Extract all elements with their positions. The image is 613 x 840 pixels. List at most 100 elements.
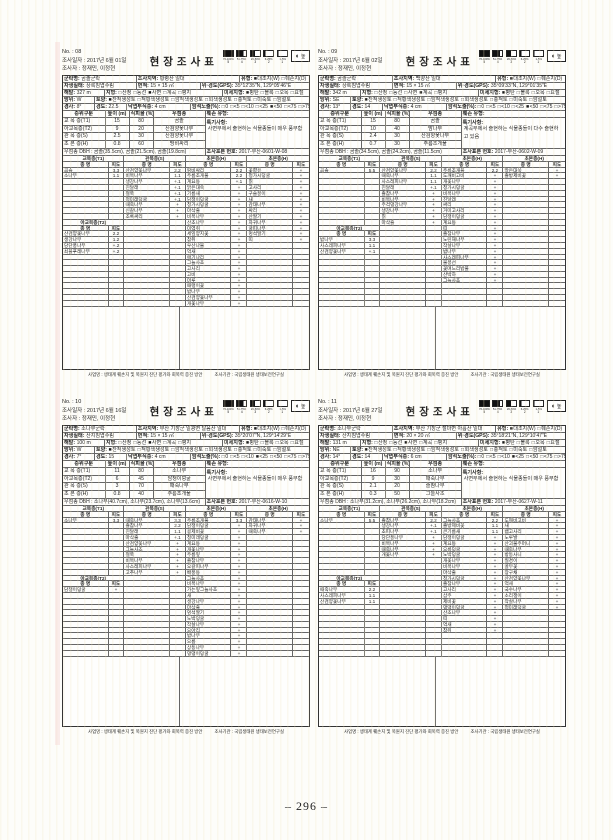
- checkbox-option[interactable]: ■ 사면: [148, 90, 161, 96]
- checkbox-option[interactable]: □ 볼록: [517, 90, 530, 96]
- checkbox-option[interactable]: □ 충적토: [234, 97, 252, 103]
- checkbox-option[interactable]: □ 평지: [434, 90, 447, 96]
- checkbox-option[interactable]: □ 훼손지(D): [282, 426, 307, 432]
- checkbox-option[interactable]: □ <75: [284, 104, 296, 110]
- checkbox-option[interactable]: ■ 대조지(W): [510, 426, 536, 432]
- checkbox-option[interactable]: □ 암적색생성토: [171, 447, 203, 453]
- checkbox-option[interactable]: □ 적황색생성토: [138, 447, 170, 453]
- checkbox-option[interactable]: □ 볼록: [517, 440, 530, 446]
- checkbox-option[interactable]: □ 회색생성토: [205, 97, 232, 103]
- checkbox-option[interactable]: □ 평지: [434, 440, 447, 446]
- checkbox-option[interactable]: □ 계곡: [419, 440, 432, 446]
- checkbox-option[interactable]: □>75: [554, 104, 565, 110]
- checkbox-option[interactable]: □ 암적색생성토: [427, 97, 459, 103]
- checkbox-option[interactable]: □ <5: [230, 454, 239, 460]
- checkbox-option[interactable]: □ 요철: [547, 90, 560, 96]
- checkbox-option[interactable]: ■ 평탄: [502, 90, 515, 96]
- checkbox-option[interactable]: □ 산정: [374, 90, 387, 96]
- checkbox-option[interactable]: ■ 사면: [148, 440, 161, 446]
- checkbox-option[interactable]: □ <5: [486, 454, 495, 460]
- checkbox-option[interactable]: □>75: [554, 454, 565, 460]
- checkbox-option[interactable]: □ 계곡: [163, 90, 176, 96]
- checkbox-option[interactable]: ■ 잔적생성토: [109, 447, 136, 453]
- checkbox-option[interactable]: ■ 대조지(W): [254, 426, 280, 432]
- checkbox-option[interactable]: □ 0: [478, 454, 484, 460]
- checkbox-option[interactable]: □ <10: [498, 454, 510, 460]
- checkbox-option[interactable]: □>75: [298, 104, 309, 110]
- checkbox-option[interactable]: ■ <50: [270, 104, 282, 110]
- checkbox-option[interactable]: □ <5: [230, 104, 239, 110]
- checkbox-option[interactable]: □ 훼손지(D): [538, 76, 563, 82]
- checkbox-option[interactable]: □ 요철: [291, 90, 304, 96]
- checkbox-option[interactable]: □ 충적토: [234, 447, 252, 453]
- checkbox-option[interactable]: □ 미숙토: [510, 447, 528, 453]
- checkbox-option[interactable]: □ 계곡: [163, 440, 176, 446]
- checkbox-option[interactable]: □ 능선: [389, 90, 402, 96]
- checkbox-option[interactable]: □ <5: [486, 104, 495, 110]
- checkbox-option[interactable]: □ 회색생성토: [205, 447, 232, 453]
- checkbox-option[interactable]: □ <25: [256, 104, 268, 110]
- checkbox-option[interactable]: □ 0: [222, 454, 228, 460]
- checkbox-option[interactable]: □ 능선: [133, 90, 146, 96]
- checkbox-option[interactable]: □ 적황색생성토: [138, 97, 170, 103]
- checkbox-option[interactable]: □ 볼록: [261, 90, 274, 96]
- checkbox-option[interactable]: □ 암설토: [273, 447, 291, 453]
- checkbox-option[interactable]: □ 미숙토: [254, 97, 272, 103]
- checkbox-option[interactable]: □ 0: [222, 104, 228, 110]
- checkbox-option[interactable]: □ <75: [284, 454, 296, 460]
- checkbox-option[interactable]: ■ 잔적생성토: [365, 97, 392, 103]
- checkbox-option[interactable]: □ 회색생성토: [461, 447, 488, 453]
- checkbox-option[interactable]: □ 오목: [276, 440, 289, 446]
- checkbox-option[interactable]: □ 암적색생성토: [171, 97, 203, 103]
- checkbox-option[interactable]: □ 0: [478, 104, 484, 110]
- checkbox-option[interactable]: ■ 사면: [404, 440, 417, 446]
- checkbox-option[interactable]: □ 요철: [291, 440, 304, 446]
- checkbox-option[interactable]: □ 암적색생성토: [427, 447, 459, 453]
- checkbox-option[interactable]: ■ 평탄: [246, 90, 259, 96]
- checkbox-option[interactable]: □ 산정: [118, 90, 131, 96]
- checkbox-option[interactable]: □ <75: [540, 104, 552, 110]
- checkbox-option[interactable]: □ <25: [512, 104, 524, 110]
- checkbox-option[interactable]: ■ <25: [512, 454, 524, 460]
- checkbox-option[interactable]: ■ <50: [526, 104, 538, 110]
- checkbox-option[interactable]: ■ 평탄: [502, 440, 515, 446]
- checkbox-option[interactable]: □ 능선: [389, 440, 402, 446]
- checkbox-option[interactable]: ■ 잔적생성토: [109, 97, 136, 103]
- checkbox-option[interactable]: □ 오목: [532, 90, 545, 96]
- checkbox-option[interactable]: □ 적황색생성토: [394, 97, 426, 103]
- checkbox-option[interactable]: □ 미숙토: [510, 97, 528, 103]
- checkbox-option[interactable]: □ 암설토: [273, 97, 291, 103]
- checkbox-option[interactable]: □ <10: [498, 104, 510, 110]
- checkbox-option[interactable]: □ 산정: [374, 440, 387, 446]
- checkbox-option[interactable]: □ 볼록: [261, 440, 274, 446]
- checkbox-option[interactable]: ■ <25: [256, 454, 268, 460]
- checkbox-option[interactable]: □ 충적토: [490, 97, 508, 103]
- checkbox-option[interactable]: □ <10: [242, 104, 254, 110]
- checkbox-option[interactable]: □ 훼손지(D): [282, 76, 307, 82]
- checkbox-option[interactable]: □ 오목: [276, 90, 289, 96]
- checkbox-option[interactable]: ■ 잔적생성토: [365, 447, 392, 453]
- checkbox-option[interactable]: ■ 계곡: [419, 90, 432, 96]
- checkbox-option[interactable]: □ 평지: [178, 440, 191, 446]
- checkbox-option[interactable]: ■ 평탄: [246, 440, 259, 446]
- checkbox-option[interactable]: □ 산정: [118, 440, 131, 446]
- checkbox-option[interactable]: □ <50: [526, 454, 538, 460]
- checkbox-option[interactable]: □ 훼손지(D): [538, 426, 563, 432]
- checkbox-option[interactable]: □ 암설토: [529, 447, 547, 453]
- checkbox-option[interactable]: □ 능선: [133, 440, 146, 446]
- checkbox-option[interactable]: □ 회색생성토: [461, 97, 488, 103]
- checkbox-option[interactable]: □ <75: [540, 454, 552, 460]
- checkbox-option[interactable]: □ 오목: [532, 440, 545, 446]
- checkbox-option[interactable]: □>75: [298, 454, 309, 460]
- checkbox-option[interactable]: □ 평지: [178, 90, 191, 96]
- checkbox-option[interactable]: ■ 대조지(W): [254, 76, 280, 82]
- checkbox-option[interactable]: □ 사면: [404, 90, 417, 96]
- checkbox-option[interactable]: □ 암설토: [529, 97, 547, 103]
- checkbox-option[interactable]: □ 미숙토: [254, 447, 272, 453]
- checkbox-option[interactable]: □ 요철: [547, 440, 560, 446]
- checkbox-option[interactable]: ■ 대조지(W): [510, 76, 536, 82]
- checkbox-option[interactable]: □ 충적토: [490, 447, 508, 453]
- checkbox-option[interactable]: □ <10: [242, 454, 254, 460]
- checkbox-option[interactable]: □ 적황색생성토: [394, 447, 426, 453]
- checkbox-option[interactable]: □ <50: [270, 454, 282, 460]
